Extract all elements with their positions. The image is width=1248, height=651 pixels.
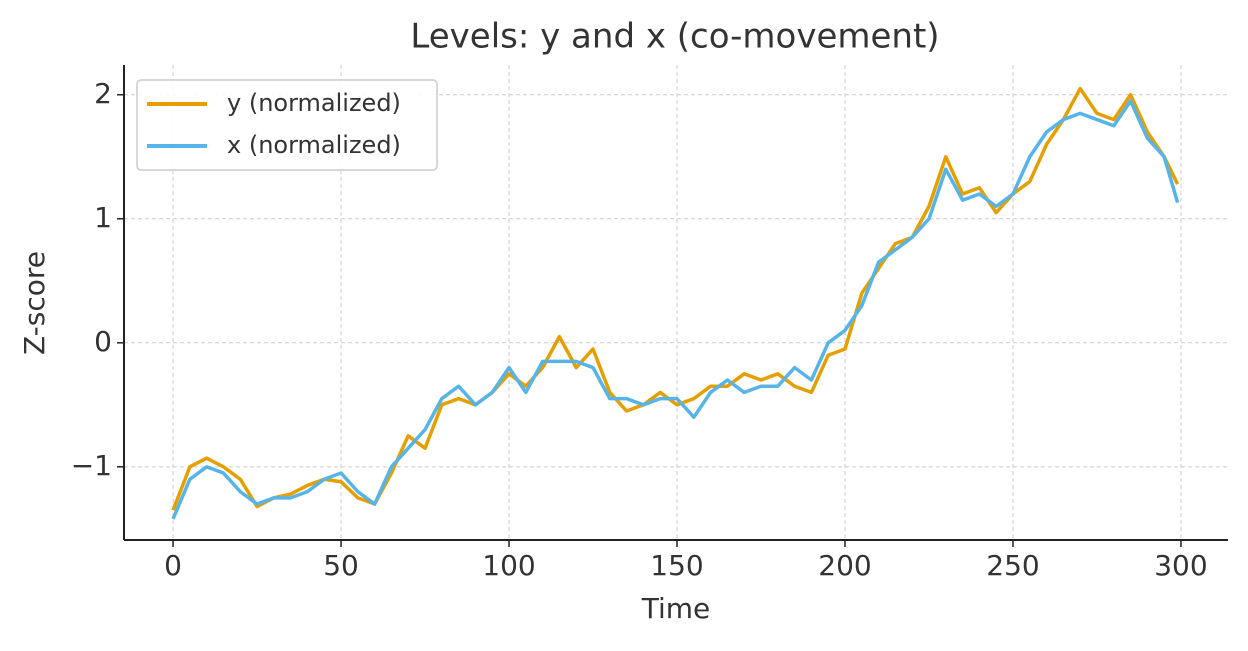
y-tick-label: −1 [71, 449, 112, 482]
x-tick-label: 100 [482, 549, 535, 582]
x-tick-label: 150 [650, 549, 703, 582]
x-tick-label: 200 [818, 549, 871, 582]
x-tick-label: 0 [164, 549, 182, 582]
x-tick-label: 50 [323, 549, 359, 582]
legend-box [136, 79, 438, 171]
y-tick-label: 2 [94, 77, 112, 110]
x-tick-label: 250 [986, 549, 1039, 582]
y-axis-label: Z-score [18, 251, 51, 355]
data-line [171, 99, 1180, 520]
chart-title: Levels: y and x (co-movement) [410, 17, 939, 57]
y-tick-label: 1 [94, 201, 112, 234]
legend-label: x (normalized) [227, 131, 401, 159]
legend-label: y (normalized) [227, 89, 401, 117]
x-tick-label: 300 [1154, 549, 1207, 582]
x-axis-label: Time [641, 592, 711, 625]
y-tick-label: 0 [94, 325, 112, 358]
